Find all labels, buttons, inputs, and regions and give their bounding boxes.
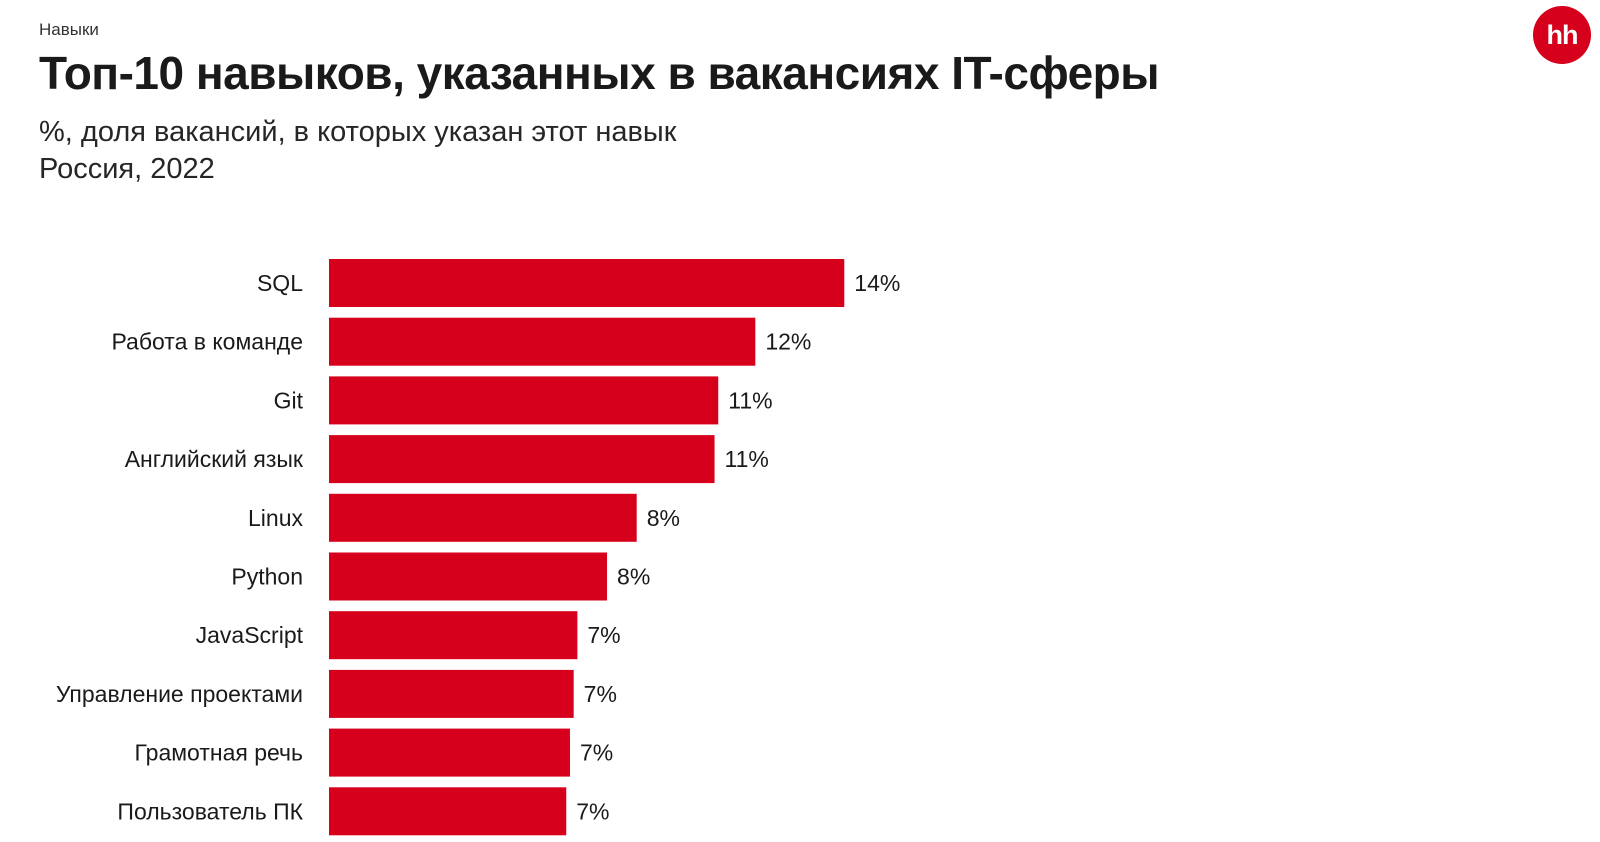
value-label: 7%: [587, 622, 620, 648]
value-label: 7%: [580, 740, 613, 766]
bar-7: [329, 669, 574, 718]
section-label: Навыки: [39, 20, 99, 39]
value-label: 7%: [584, 681, 617, 707]
category-label: Linux: [248, 505, 303, 531]
bar-0: [329, 259, 845, 307]
value-label: 12%: [765, 329, 811, 355]
value-label: 8%: [617, 564, 650, 590]
value-label: 11%: [725, 446, 769, 472]
bar-9: [329, 787, 567, 836]
bar-4: [329, 493, 637, 542]
value-label: 7%: [576, 798, 609, 824]
category-label: Пользователь ПК: [117, 798, 303, 824]
value-label: 14%: [854, 270, 900, 296]
category-label: JavaScript: [196, 622, 304, 648]
bar-6: [329, 611, 578, 660]
bar-8: [329, 728, 570, 777]
bar-3: [329, 435, 715, 484]
category-label: Git: [274, 387, 304, 413]
bar-2: [329, 376, 719, 425]
category-label: Управление проектами: [56, 681, 303, 707]
category-label: Работа в команде: [111, 329, 303, 355]
bar-5: [329, 552, 608, 601]
category-label: SQL: [257, 270, 303, 296]
chart-title: Топ-10 навыков, указанных в вакансиях IT…: [39, 47, 1160, 99]
chart-subtitle: %, доля вакансий, в которых указан этот …: [39, 116, 677, 148]
category-label: Грамотная речь: [134, 740, 303, 766]
chart-region-year: Россия, 2022: [39, 153, 215, 185]
hh-logo: hh: [1533, 6, 1591, 64]
bar-1: [329, 317, 756, 366]
category-label: Английский язык: [125, 446, 304, 472]
category-label: Python: [231, 564, 303, 590]
value-label: 11%: [728, 387, 772, 413]
value-label: 8%: [647, 505, 680, 531]
